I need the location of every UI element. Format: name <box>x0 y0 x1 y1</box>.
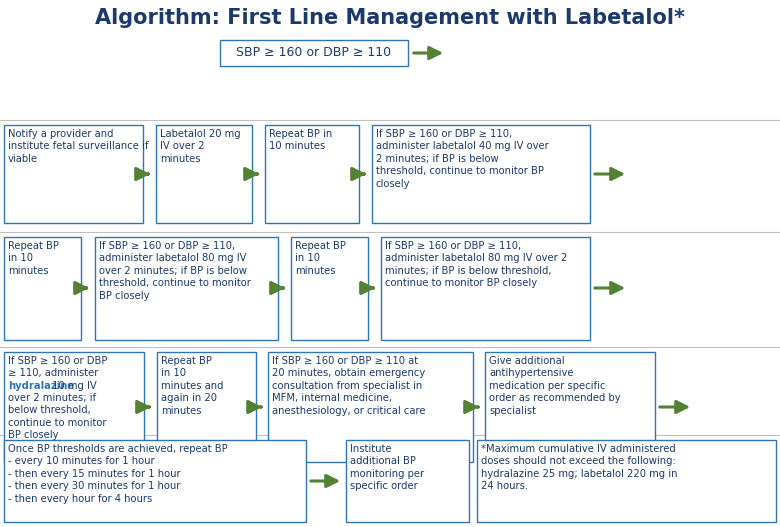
Text: hydralazine: hydralazine <box>8 381 74 391</box>
Text: Repeat BP
in 10
minutes: Repeat BP in 10 minutes <box>295 241 346 276</box>
FancyBboxPatch shape <box>4 125 143 223</box>
FancyBboxPatch shape <box>372 125 590 223</box>
Text: Once BP thresholds are achieved, repeat BP
- every 10 minutes for 1 hour
- then : Once BP thresholds are achieved, repeat … <box>8 444 228 504</box>
Text: Notify a provider and
institute fetal surveillance if
viable: Notify a provider and institute fetal su… <box>8 129 148 164</box>
Text: Give additional
antihypertensive
medication per specific
order as recommended by: Give additional antihypertensive medicat… <box>489 356 621 416</box>
Text: Repeat BP
in 10
minutes: Repeat BP in 10 minutes <box>8 241 58 276</box>
Text: Algorithm: First Line Management with Labetalol*: Algorithm: First Line Management with La… <box>95 8 685 28</box>
Text: If SBP ≥ 160 or DBP ≥ 110,
administer labetalol 80 mg IV over 2
minutes; if BP i: If SBP ≥ 160 or DBP ≥ 110, administer la… <box>385 241 567 288</box>
FancyBboxPatch shape <box>156 125 252 223</box>
FancyBboxPatch shape <box>346 440 469 522</box>
FancyBboxPatch shape <box>220 40 408 66</box>
FancyBboxPatch shape <box>4 237 81 340</box>
Text: If SBP ≥ 160 or DBP ≥ 110 at
20 minutes, obtain emergency
consultation from spec: If SBP ≥ 160 or DBP ≥ 110 at 20 minutes,… <box>272 356 426 416</box>
Text: Institute
additional BP
monitoring per
specific order: Institute additional BP monitoring per s… <box>350 444 424 491</box>
FancyBboxPatch shape <box>4 440 306 522</box>
FancyBboxPatch shape <box>381 237 590 340</box>
Text: SBP ≥ 160 or DBP ≥ 110: SBP ≥ 160 or DBP ≥ 110 <box>236 46 392 60</box>
Text: Labetalol 20 mg
IV over 2
minutes: Labetalol 20 mg IV over 2 minutes <box>160 129 240 164</box>
Text: over 2 minutes; if
below threshold,
continue to monitor
BP closely: over 2 minutes; if below threshold, cont… <box>8 393 107 440</box>
Text: 10 mg IV: 10 mg IV <box>49 381 97 391</box>
Text: Repeat BP in
10 minutes: Repeat BP in 10 minutes <box>269 129 332 151</box>
FancyBboxPatch shape <box>265 125 359 223</box>
FancyBboxPatch shape <box>157 352 256 462</box>
Text: If SBP ≥ 160 or DBP ≥ 110,
administer labetalol 80 mg IV
over 2 minutes; if BP i: If SBP ≥ 160 or DBP ≥ 110, administer la… <box>99 241 251 300</box>
FancyBboxPatch shape <box>95 237 278 340</box>
FancyBboxPatch shape <box>4 352 144 462</box>
FancyBboxPatch shape <box>291 237 368 340</box>
FancyBboxPatch shape <box>477 440 776 522</box>
Text: If SBP ≥ 160 or DBP
≥ 110, administer: If SBP ≥ 160 or DBP ≥ 110, administer <box>8 356 108 378</box>
FancyBboxPatch shape <box>268 352 473 462</box>
Text: Repeat BP
in 10
minutes and
again in 20
minutes: Repeat BP in 10 minutes and again in 20 … <box>161 356 224 416</box>
FancyBboxPatch shape <box>485 352 655 462</box>
Text: If SBP ≥ 160 or DBP ≥ 110,
administer labetalol 40 mg IV over
2 minutes; if BP i: If SBP ≥ 160 or DBP ≥ 110, administer la… <box>376 129 549 189</box>
Text: *Maximum cumulative IV administered
doses should not exceed the following:
hydra: *Maximum cumulative IV administered dose… <box>481 444 678 491</box>
